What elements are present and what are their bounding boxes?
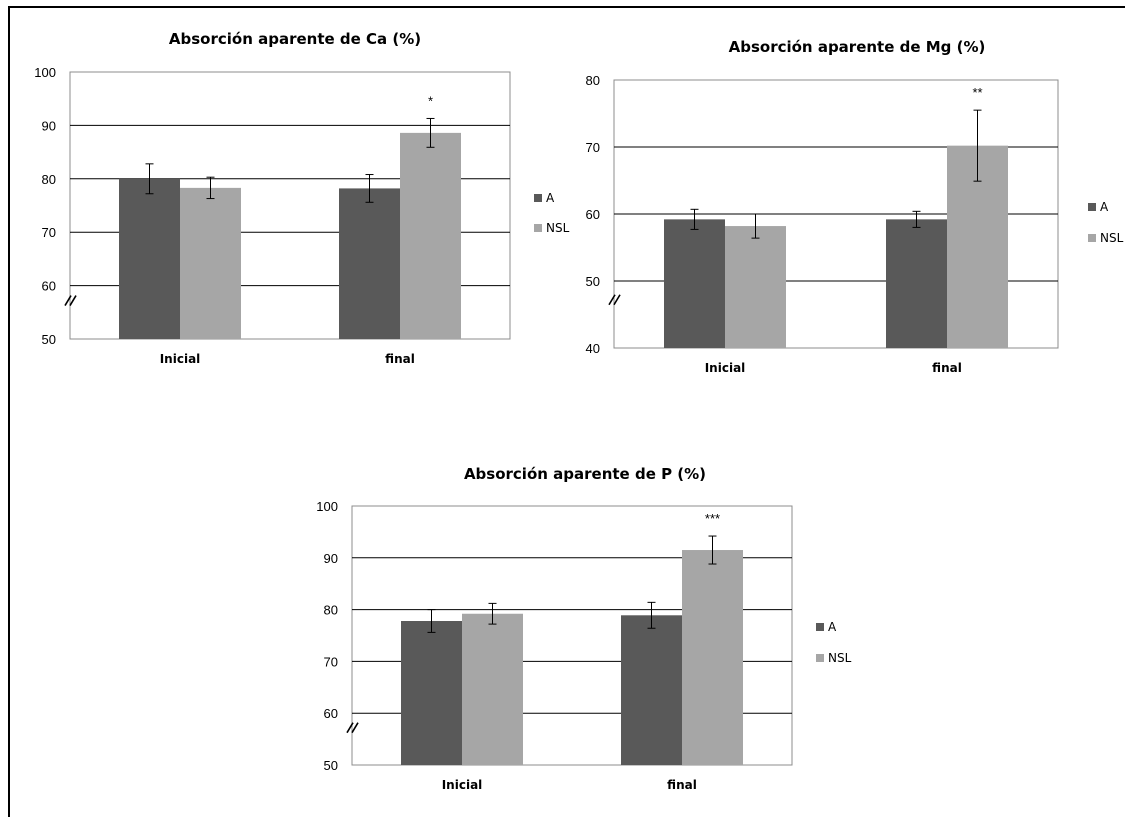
ca-ytick-label: 90 [42,118,56,133]
ca-legend-label-nsl: NSL [546,221,570,235]
ca-ytick-label: 100 [34,65,56,80]
mg-category-label: Inicial [705,361,746,375]
p-axis-break-mark [346,722,354,734]
mg-legend-label-nsl: NSL [1100,231,1124,245]
ca-legend-swatch-nsl [534,224,542,232]
mg-category-label: final [932,361,962,375]
ca-category-label: final [385,352,415,366]
mg-ytick-label: 50 [586,274,600,289]
p-axis-break-mark [351,722,359,734]
mg-axis-break-mark [608,294,616,306]
p-ytick-label: 60 [324,706,338,721]
p-bar-nsl-final [682,550,743,765]
ca-plot-frame [69,71,511,340]
ca-significance-label: * [428,93,433,108]
p-category-label: Inicial [442,778,483,792]
p-legend-swatch-nsl [816,654,824,662]
p-bar-nsl-inicial [462,613,523,765]
ca-legend-swatch-a [534,194,542,202]
mg-ytick-label: 60 [586,207,600,222]
ca-ytick-label: 70 [42,225,56,240]
mg-axis-break-mark [613,294,621,306]
mg-chart-title: Absorción aparente de Mg (%) [729,38,986,56]
p-legend-label-nsl: NSL [828,651,852,665]
ca-bar-a-inicial [119,178,180,339]
ca-bar-nsl-final [400,132,461,339]
ca-legend-label-a: A [546,191,555,205]
mg-legend-swatch-nsl [1088,234,1096,242]
p-bar-a-inicial [401,620,462,765]
p-plot-frame [351,505,793,766]
ca-ytick-label: 80 [42,172,56,187]
mg-ytick-label: 40 [586,341,600,356]
p-ytick-label: 80 [324,603,338,618]
mg-legend-label-a: A [1100,200,1109,214]
ca-category-label: Inicial [160,352,201,366]
mg-bar-a-final [886,219,947,348]
p-significance-label: *** [705,511,720,526]
ca-ytick-label: 60 [42,279,56,294]
mg-ytick-label: 80 [586,73,600,88]
mg-bar-nsl-inicial [725,226,786,348]
ca-axis-break-mark [64,295,72,306]
p-legend-label-a: A [828,620,837,634]
mg-legend-swatch-a [1088,203,1096,211]
ca-chart-title: Absorción aparente de Ca (%) [169,30,421,48]
p-category-label: final [667,778,697,792]
p-chart-title: Absorción aparente de P (%) [464,465,706,483]
p-ytick-label: 100 [316,499,338,514]
ca-bar-nsl-inicial [180,187,241,339]
figure-frame [8,6,1125,817]
p-bar-a-final [621,615,682,765]
mg-significance-label: ** [972,85,982,100]
ca-bar-a-final [339,188,400,339]
p-ytick-label: 70 [324,654,338,669]
p-legend-swatch-a [816,623,824,631]
p-ytick-label: 90 [324,551,338,566]
ca-axis-break-mark [69,295,77,306]
mg-ytick-label: 70 [586,140,600,155]
ca-ytick-label: 50 [42,332,56,347]
p-ytick-label: 50 [324,758,338,773]
mg-bar-a-inicial [664,219,725,348]
